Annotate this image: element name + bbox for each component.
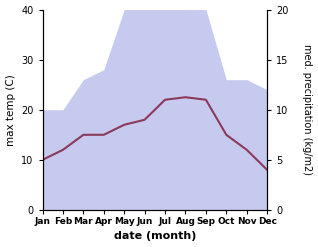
Y-axis label: max temp (C): max temp (C) — [5, 74, 16, 146]
X-axis label: date (month): date (month) — [114, 231, 196, 242]
Y-axis label: med. precipitation (kg/m2): med. precipitation (kg/m2) — [302, 44, 313, 175]
